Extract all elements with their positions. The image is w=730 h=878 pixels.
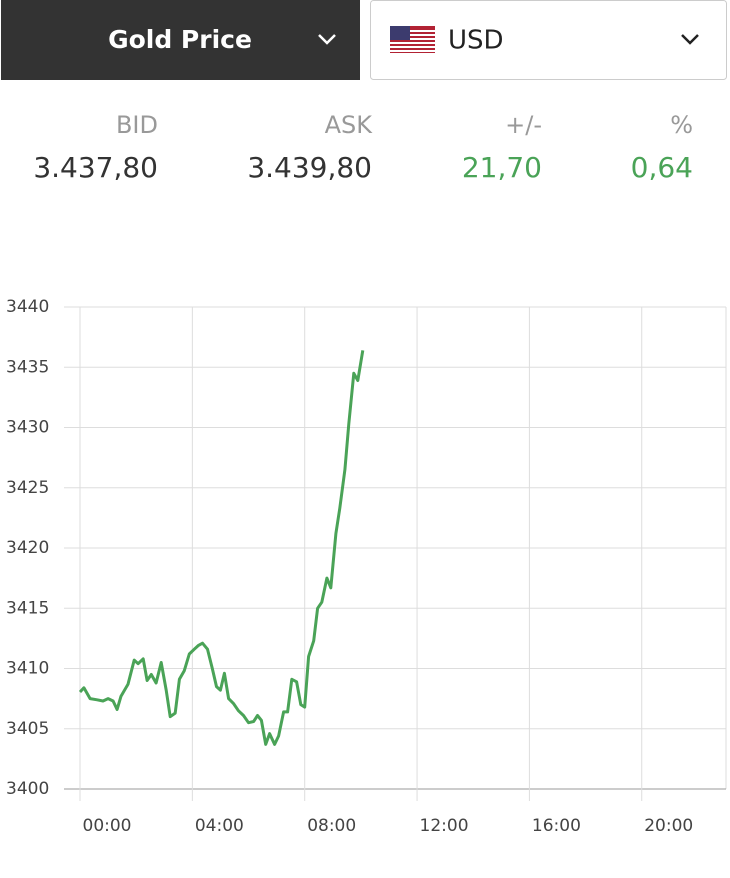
us-flag (390, 26, 435, 53)
currency-select[interactable] (370, 0, 727, 80)
quote-value: 0,64 (631, 151, 693, 184)
currency-label: USD (448, 26, 504, 56)
x-tick-label: 08:00 (307, 816, 356, 836)
x-tick-label: 04:00 (195, 816, 244, 836)
y-tick-label: 3415 (6, 598, 49, 618)
y-tick-label: 3430 (6, 418, 49, 438)
y-tick-label: 3400 (6, 779, 49, 799)
x-tick-label: 20:00 (644, 816, 693, 836)
y-tick-label: 3435 (6, 357, 49, 377)
product-select[interactable] (1, 0, 360, 80)
quote-value: 21,70 (462, 151, 542, 184)
x-tick-label: 12:00 (420, 816, 469, 836)
y-tick-label: 3420 (6, 538, 49, 558)
quote-label: +/- (505, 111, 542, 139)
product-title: Gold Price (108, 25, 252, 54)
chevron (681, 34, 699, 45)
quote-label: BID (116, 111, 158, 139)
y-tick-label: 3440 (6, 297, 49, 317)
x-tick-label: 16:00 (532, 816, 581, 836)
y-tick-label: 3410 (6, 659, 49, 679)
y-tick-label: 3425 (6, 478, 49, 498)
quote-label: ASK (325, 111, 374, 139)
chevron (318, 34, 336, 45)
quote-value: 3.437,80 (33, 151, 158, 184)
price-line (78, 350, 365, 746)
x-tick-label: 00:00 (83, 816, 132, 836)
quote-label: % (670, 111, 693, 139)
quote-value: 3.439,80 (247, 151, 372, 184)
y-tick-label: 3405 (6, 719, 49, 739)
